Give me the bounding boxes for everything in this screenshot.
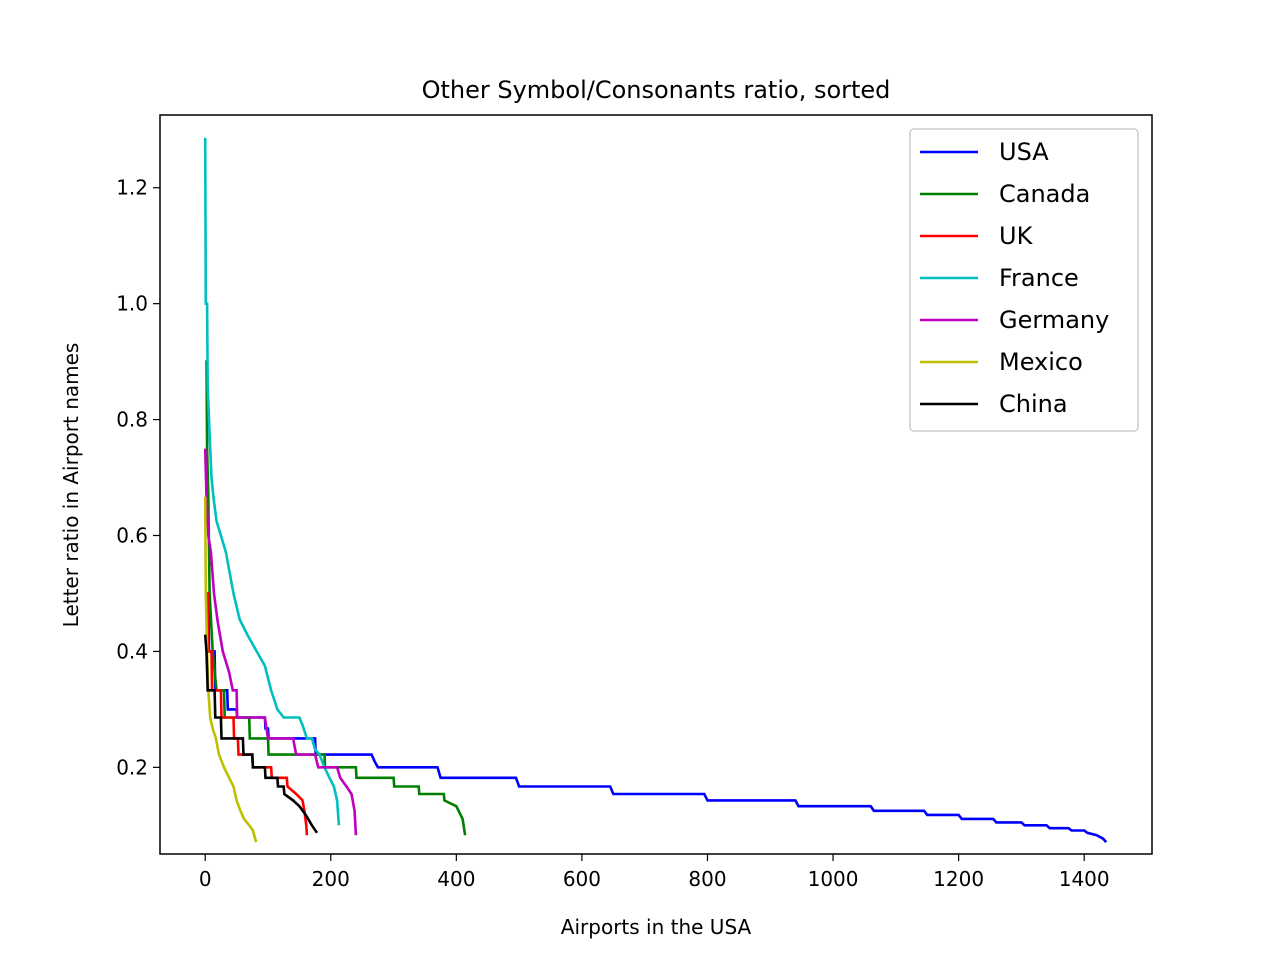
x-tick-label: 1200 bbox=[933, 867, 984, 891]
legend-box bbox=[909, 128, 1139, 432]
legend-label-mexico: Mexico bbox=[999, 348, 1083, 376]
legend-label-france: France bbox=[999, 264, 1079, 292]
legend-label-usa: USA bbox=[999, 138, 1049, 166]
series-line-france bbox=[203, 137, 341, 826]
legend-label-germany: Germany bbox=[999, 306, 1109, 334]
x-tick-label: 1000 bbox=[808, 867, 859, 891]
y-axis-label: Letter ratio in Airport names bbox=[59, 343, 83, 628]
legend: USA Canada UK France Germany Mexico China bbox=[909, 128, 1139, 432]
legend-label-uk: UK bbox=[999, 222, 1034, 250]
x-axis-label: Airports in the USA bbox=[561, 915, 752, 939]
series-lines bbox=[203, 137, 1108, 843]
y-tick-label: 0.4 bbox=[116, 639, 148, 663]
y-axis: 0.2 0.4 0.6 0.8 1.0 1.2 bbox=[116, 176, 160, 779]
x-tick-label: 400 bbox=[437, 867, 475, 891]
series-line-germany bbox=[203, 448, 358, 836]
legend-label-china: China bbox=[999, 390, 1068, 418]
y-tick-label: 0.8 bbox=[116, 408, 148, 432]
x-axis: 0 200 400 600 800 1000 1200 1400 bbox=[199, 854, 1110, 891]
y-tick-label: 0.2 bbox=[116, 755, 148, 779]
series-line-china bbox=[203, 634, 319, 834]
legend-label-canada: Canada bbox=[999, 180, 1090, 208]
x-tick-label: 1400 bbox=[1059, 867, 1110, 891]
x-tick-label: 0 bbox=[199, 867, 212, 891]
y-tick-label: 1.2 bbox=[116, 176, 148, 200]
x-tick-label: 600 bbox=[563, 867, 601, 891]
y-tick-label: 1.0 bbox=[116, 292, 148, 316]
x-tick-label: 200 bbox=[312, 867, 350, 891]
x-tick-label: 800 bbox=[688, 867, 726, 891]
chart-title: Other Symbol/Consonants ratio, sorted bbox=[422, 76, 891, 104]
y-tick-label: 0.6 bbox=[116, 524, 148, 548]
axes-frame bbox=[159, 114, 1153, 855]
